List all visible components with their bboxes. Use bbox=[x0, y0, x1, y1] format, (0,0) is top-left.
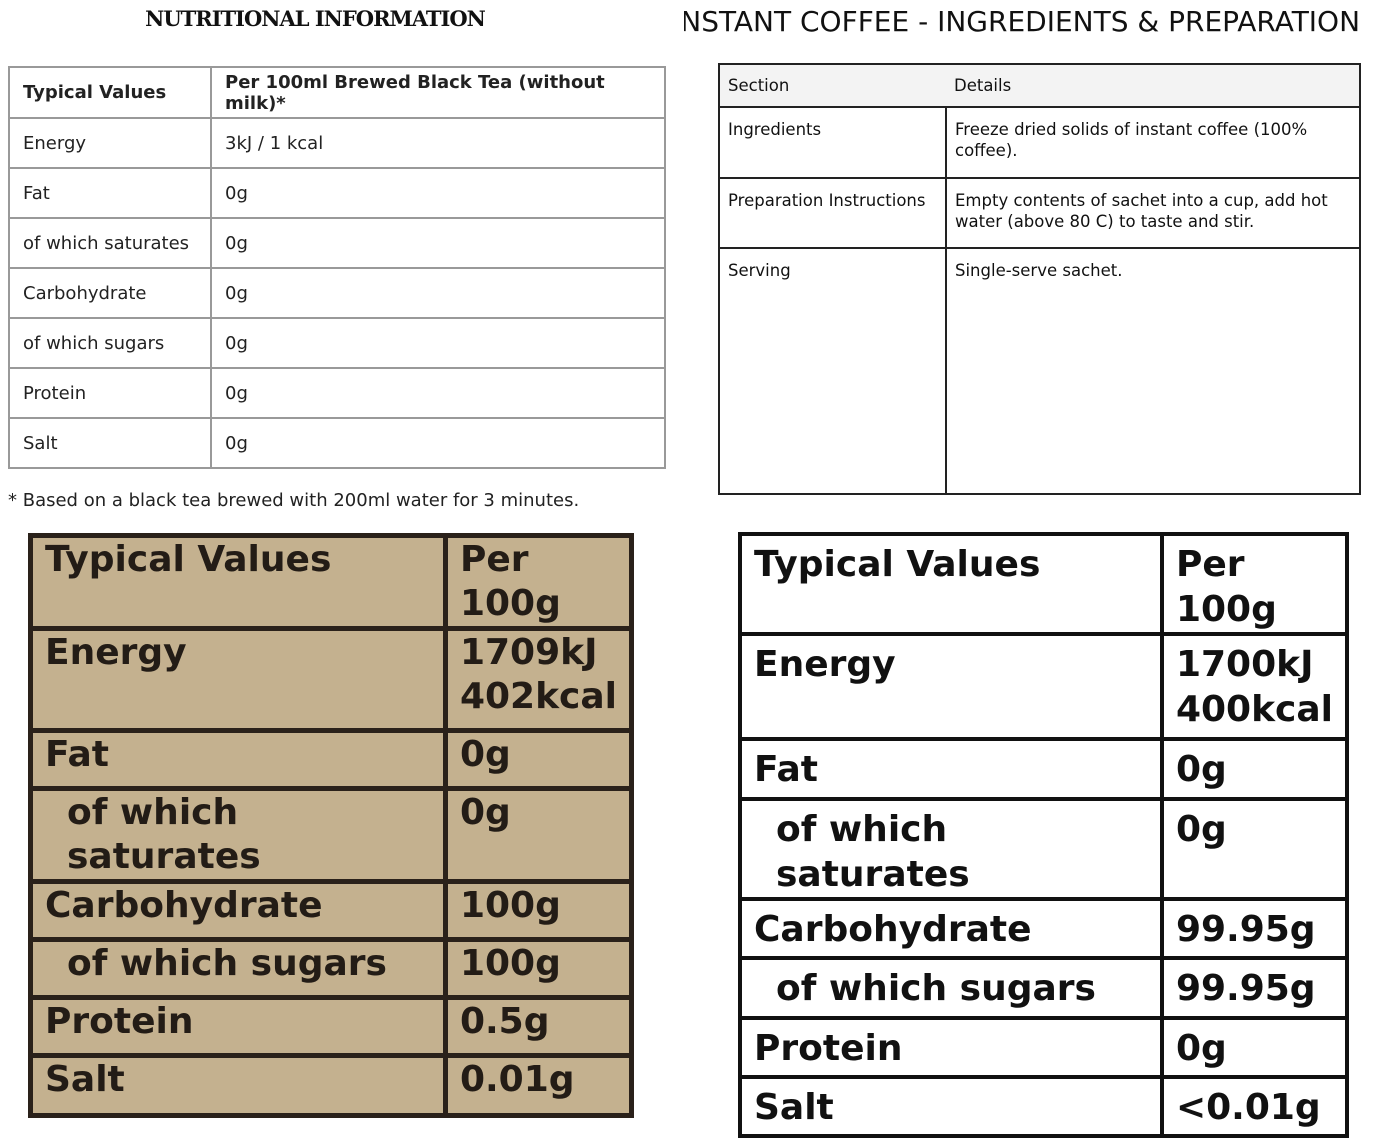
table-row: Protein 0g bbox=[8, 367, 666, 419]
row-label: of which saturates bbox=[8, 217, 212, 269]
table-row: Carbohydrate 0g bbox=[8, 267, 666, 319]
row-value: Freeze dried solids of instant coffee (1… bbox=[945, 106, 1361, 179]
row-value: 0g bbox=[1159, 737, 1350, 801]
table-header-row: Typical Values Per 100ml Brewed Black Tea… bbox=[8, 66, 666, 119]
table-row: of which sugars 100g bbox=[28, 937, 635, 1000]
row-value: 99.95g bbox=[1159, 956, 1350, 1020]
row-value: 0g bbox=[210, 417, 666, 469]
row-label: of which sugars bbox=[738, 956, 1164, 1020]
table-row: Carbohydrate 99.95g bbox=[738, 897, 1350, 960]
table-row: Salt 0.01g bbox=[28, 1053, 635, 1118]
row-label: Energy bbox=[28, 626, 448, 733]
row-label: of which sugars bbox=[28, 937, 448, 1000]
table-row: Preparation Instructions Empty contents o… bbox=[718, 177, 1361, 249]
row-label: Salt bbox=[28, 1053, 448, 1118]
row-value: Empty contents of sachet into a cup, add… bbox=[945, 177, 1361, 249]
table-row: of which saturates 0g bbox=[8, 217, 666, 269]
row-value: 0g bbox=[442, 728, 635, 791]
row-value: 1709kJ 402kcal bbox=[442, 626, 635, 733]
table-row: Ingredients Freeze dried solids of instan… bbox=[718, 106, 1361, 179]
table-row: Fat 0g bbox=[8, 167, 666, 219]
table-row: Protein 0.5g bbox=[28, 995, 635, 1058]
column-header: Details bbox=[946, 63, 1360, 108]
row-value: 0g bbox=[210, 317, 666, 369]
row-value: 0.01g bbox=[442, 1053, 635, 1118]
row-label: Energy bbox=[738, 632, 1164, 741]
column-header: Typical Values bbox=[8, 66, 212, 119]
row-value: 0g bbox=[210, 217, 666, 269]
row-label: Protein bbox=[28, 995, 448, 1058]
table-header-row: Section Details bbox=[719, 63, 1360, 108]
table-row: Carbohydrate 100g bbox=[28, 879, 635, 942]
table-row: Protein 0g bbox=[738, 1016, 1350, 1079]
row-value: 1700kJ 400kcal bbox=[1159, 632, 1350, 741]
row-label: Salt bbox=[8, 417, 212, 469]
table-row: of which sugars 0g bbox=[8, 317, 666, 369]
row-value: <0.01g bbox=[1159, 1075, 1350, 1138]
table-row: of which saturates 0g bbox=[738, 797, 1350, 901]
column-header: Per 100ml Brewed Black Tea (without milk… bbox=[210, 66, 666, 119]
table-row: of which sugars 99.95g bbox=[738, 956, 1350, 1020]
column-header: Per 100g bbox=[442, 533, 635, 631]
row-label: Energy bbox=[8, 117, 212, 169]
row-label: Fat bbox=[8, 167, 212, 219]
table-row: Fat 0g bbox=[28, 728, 635, 791]
row-label: Carbohydrate bbox=[28, 879, 448, 942]
table-row: Fat 0g bbox=[738, 737, 1350, 801]
row-value: 100g bbox=[442, 937, 635, 1000]
table-row: Salt 0g bbox=[8, 417, 666, 469]
coffee-title: INSTANT COFFEE - INGREDIENTS & PREPARATI… bbox=[684, 5, 1361, 38]
table-row: Energy 1709kJ 402kcal bbox=[28, 626, 635, 733]
row-value: 0g bbox=[442, 786, 635, 884]
table-row: Energy 3kJ / 1 kcal bbox=[8, 117, 666, 169]
tea-nutrition-table: Typical Values Per 100ml Brewed Black Tea… bbox=[8, 66, 666, 469]
row-value: 0g bbox=[210, 367, 666, 419]
table-header-row: Typical Values Per 100g bbox=[738, 532, 1350, 636]
kraft-nutrition-label: Typical Values Per 100g Energy 1709kJ 402kc… bbox=[28, 533, 635, 1118]
row-label: of which saturates bbox=[28, 786, 448, 884]
table-row: of which saturates 0g bbox=[28, 786, 635, 884]
white-nutrition-label: Typical Values Per 100g Energy 1700kJ 400kc… bbox=[738, 532, 1350, 1138]
row-label: Salt bbox=[738, 1075, 1164, 1138]
row-label: Fat bbox=[28, 728, 448, 791]
row-label: Protein bbox=[738, 1016, 1164, 1079]
row-label: Carbohydrate bbox=[8, 267, 212, 319]
row-label: of which sugars bbox=[8, 317, 212, 369]
tea-footnote: * Based on a black tea brewed with 200ml… bbox=[8, 490, 580, 511]
row-value: 0g bbox=[1159, 1016, 1350, 1079]
column-header: Typical Values bbox=[738, 532, 1164, 636]
table-row: Serving Single-serve sachet. bbox=[718, 247, 1361, 495]
row-label: Protein bbox=[8, 367, 212, 419]
row-label: Ingredients bbox=[718, 106, 947, 179]
row-label: Serving bbox=[718, 247, 947, 495]
row-value: Single-serve sachet. bbox=[945, 247, 1361, 495]
row-value: 0g bbox=[210, 167, 666, 219]
table-row: Salt <0.01g bbox=[738, 1075, 1350, 1138]
table-header-row: Typical Values Per 100g bbox=[28, 533, 635, 631]
column-header: Per 100g bbox=[1159, 532, 1350, 636]
column-header: Typical Values bbox=[28, 533, 448, 631]
row-value: 0g bbox=[1159, 797, 1350, 901]
row-value: 0g bbox=[210, 267, 666, 319]
row-label: of which saturates bbox=[738, 797, 1164, 901]
row-value: 0.5g bbox=[442, 995, 635, 1058]
row-label: Carbohydrate bbox=[738, 897, 1164, 960]
row-value: 3kJ / 1 kcal bbox=[210, 117, 666, 169]
column-header: Section bbox=[719, 63, 946, 108]
table-row: Energy 1700kJ 400kcal bbox=[738, 632, 1350, 741]
tea-nutrition-title: NUTRITIONAL INFORMATION bbox=[145, 6, 486, 31]
row-label: Fat bbox=[738, 737, 1164, 801]
coffee-ingredients-table: Section Details Ingredients Freeze dried so… bbox=[718, 63, 1361, 495]
row-label: Preparation Instructions bbox=[718, 177, 947, 249]
row-value: 100g bbox=[442, 879, 635, 942]
row-value: 99.95g bbox=[1159, 897, 1350, 960]
